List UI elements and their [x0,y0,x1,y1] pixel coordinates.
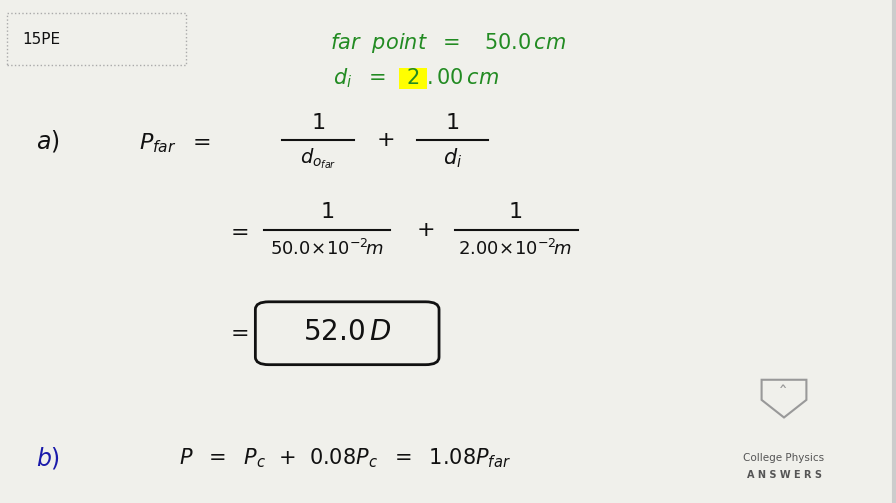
Text: $1$: $1$ [311,112,325,134]
Text: $1$: $1$ [508,201,522,223]
Text: $.00\,cm$: $.00\,cm$ [426,68,500,88]
Text: $2.00\!\times\!10^{-2}\!m$: $2.00\!\times\!10^{-2}\!m$ [458,239,573,259]
Text: $d_{o_{far}}$: $d_{o_{far}}$ [300,146,336,171]
FancyBboxPatch shape [399,68,427,89]
Text: $\hat{}$: $\hat{}$ [780,375,788,394]
Text: $P$  $=$  $P_c$  $+$  $0.08P_c$  $=$  $1.08P_{far}$: $P$ $=$ $P_c$ $+$ $0.08P_c$ $=$ $1.08P_{… [179,446,511,469]
Text: $=$: $=$ [226,321,249,343]
Text: $1$: $1$ [445,112,460,134]
Text: $P_{far}$  $=$: $P_{far}$ $=$ [139,132,211,155]
Text: $=$: $=$ [226,220,249,242]
FancyBboxPatch shape [255,302,439,365]
Text: $+$: $+$ [376,129,394,151]
Text: College Physics: College Physics [744,453,824,463]
Text: $d_i$  $=$: $d_i$ $=$ [333,66,399,90]
Text: $d_i$: $d_i$ [443,147,462,170]
Text: $2$: $2$ [407,68,419,88]
Text: $52.0\,D$: $52.0\,D$ [304,319,392,347]
Text: 15PE: 15PE [22,32,61,47]
Text: $1$: $1$ [320,201,334,223]
Text: $b)$: $b)$ [36,445,60,471]
FancyBboxPatch shape [7,13,186,65]
Text: $50.0\!\times\!10^{-2}\!m$: $50.0\!\times\!10^{-2}\!m$ [270,239,384,259]
Text: A N S W E R S: A N S W E R S [746,470,822,480]
Text: $+$: $+$ [417,219,435,241]
Text: $far$  $point$  $=$   $50.0\,cm$: $far$ $point$ $=$ $50.0\,cm$ [330,31,566,55]
Text: $a)$: $a)$ [36,128,59,154]
